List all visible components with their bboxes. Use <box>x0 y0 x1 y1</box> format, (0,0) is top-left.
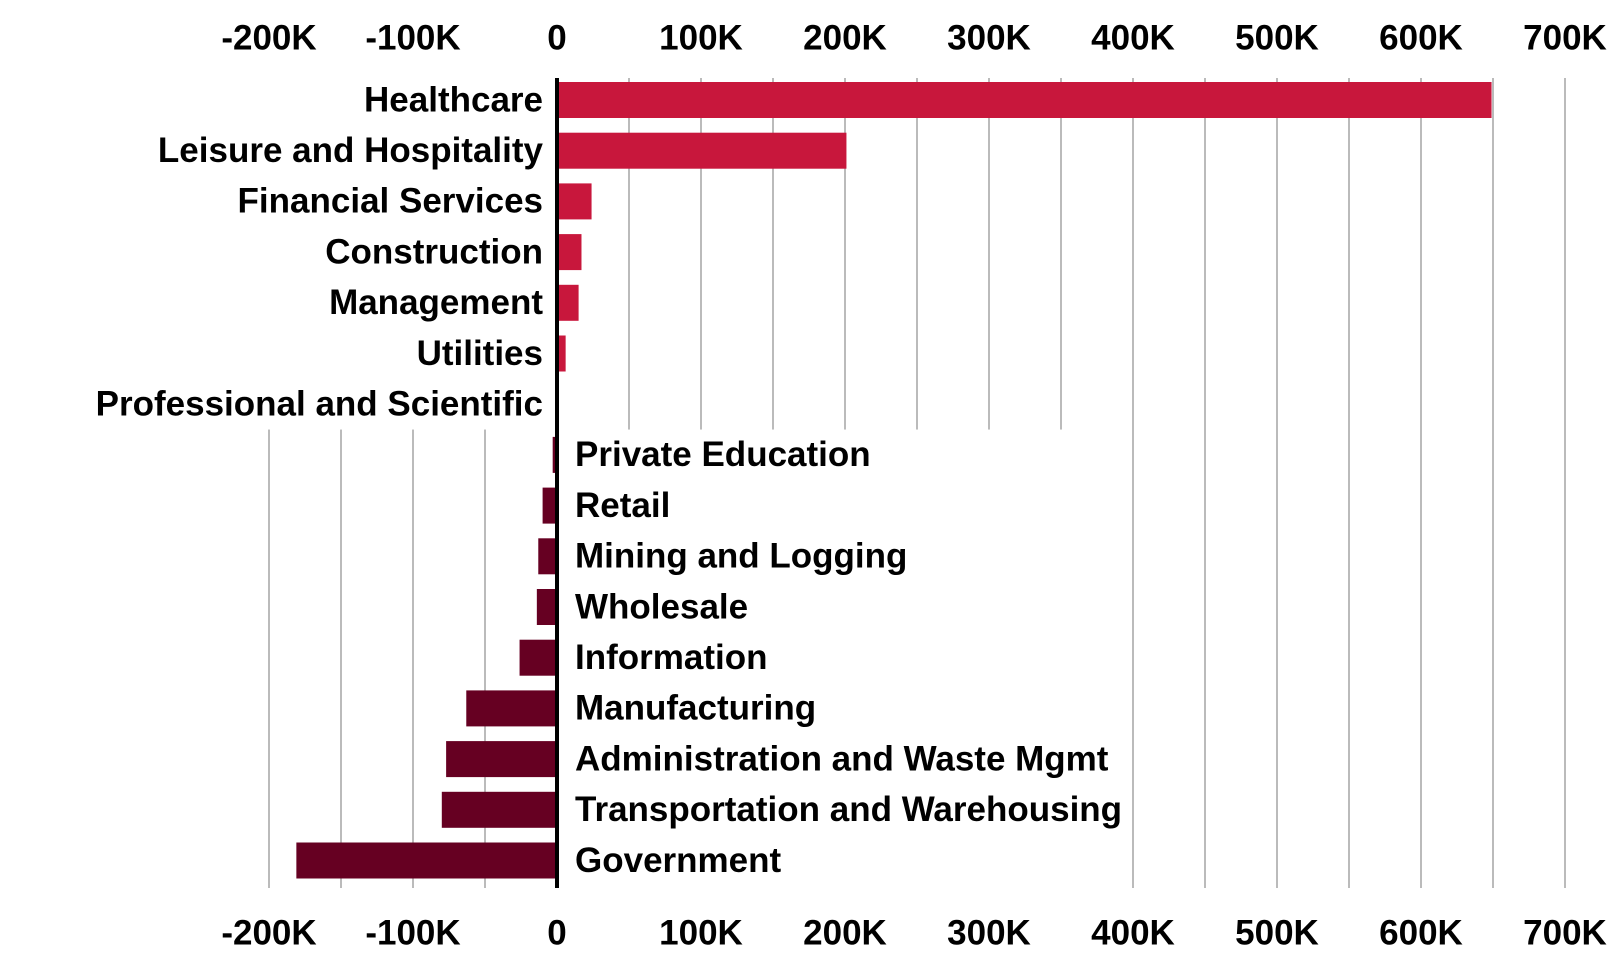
x-tick-label: 300K <box>947 913 1031 952</box>
bar <box>557 82 1492 118</box>
bar <box>557 132 847 169</box>
bar <box>466 690 557 727</box>
x-tick-label: -200K <box>221 913 316 952</box>
x-tick-label: 400K <box>1091 913 1175 952</box>
label-backgrounds <box>0 78 1129 888</box>
category-label: Construction <box>325 232 543 271</box>
category-label: Transportation and Warehousing <box>575 790 1122 829</box>
x-tick-label: 500K <box>1235 913 1319 952</box>
x-tick-label: -100K <box>365 913 460 952</box>
category-label: Administration and Waste Mgmt <box>575 739 1109 778</box>
x-tick-label: 600K <box>1379 18 1463 57</box>
x-tick-label: -100K <box>365 18 460 57</box>
label-mask <box>557 429 1129 888</box>
x-tick-label: 0 <box>547 18 566 57</box>
bar <box>441 791 557 828</box>
category-label: Leisure and Hospitality <box>158 131 544 170</box>
bar <box>542 487 557 524</box>
category-label: Management <box>329 283 543 322</box>
bar <box>536 589 557 625</box>
category-label: Wholesale <box>575 587 748 626</box>
category-label: Utilities <box>417 334 543 373</box>
x-tick-label: 0 <box>547 913 566 952</box>
x-tick-label: 200K <box>803 913 887 952</box>
x-tick-label: 700K <box>1523 913 1607 952</box>
category-label: Professional and Scientific <box>96 384 543 423</box>
label-mask <box>0 78 557 430</box>
x-tick-label: -200K <box>221 18 316 57</box>
bar <box>557 335 566 372</box>
bar <box>296 842 557 879</box>
bar <box>519 639 557 676</box>
bar <box>552 436 557 473</box>
category-label: Private Education <box>575 435 871 474</box>
x-tick-label: 600K <box>1379 913 1463 952</box>
x-tick-label: 700K <box>1523 18 1607 57</box>
category-label: Mining and Logging <box>575 537 907 576</box>
x-tick-label: 500K <box>1235 18 1319 57</box>
category-label: Information <box>575 638 767 677</box>
x-tick-label: 300K <box>947 18 1031 57</box>
x-tick-label: 100K <box>659 18 743 57</box>
x-tick-label: 200K <box>803 18 887 57</box>
labels: -200K -200K -100K -100K 0 0 100K 100K 200K 200K 30… <box>96 18 1607 952</box>
category-label: Retail <box>575 486 670 525</box>
bar <box>557 183 592 220</box>
bar <box>538 538 557 575</box>
bar <box>557 284 579 321</box>
bar <box>557 234 582 271</box>
bar <box>446 741 557 778</box>
category-label: Government <box>575 841 781 880</box>
bars <box>296 82 1492 879</box>
x-tick-label: 400K <box>1091 18 1175 57</box>
category-label: Healthcare <box>364 80 543 119</box>
x-tick-label: 100K <box>659 913 743 952</box>
category-label: Manufacturing <box>575 689 816 728</box>
category-label: Financial Services <box>238 182 543 221</box>
